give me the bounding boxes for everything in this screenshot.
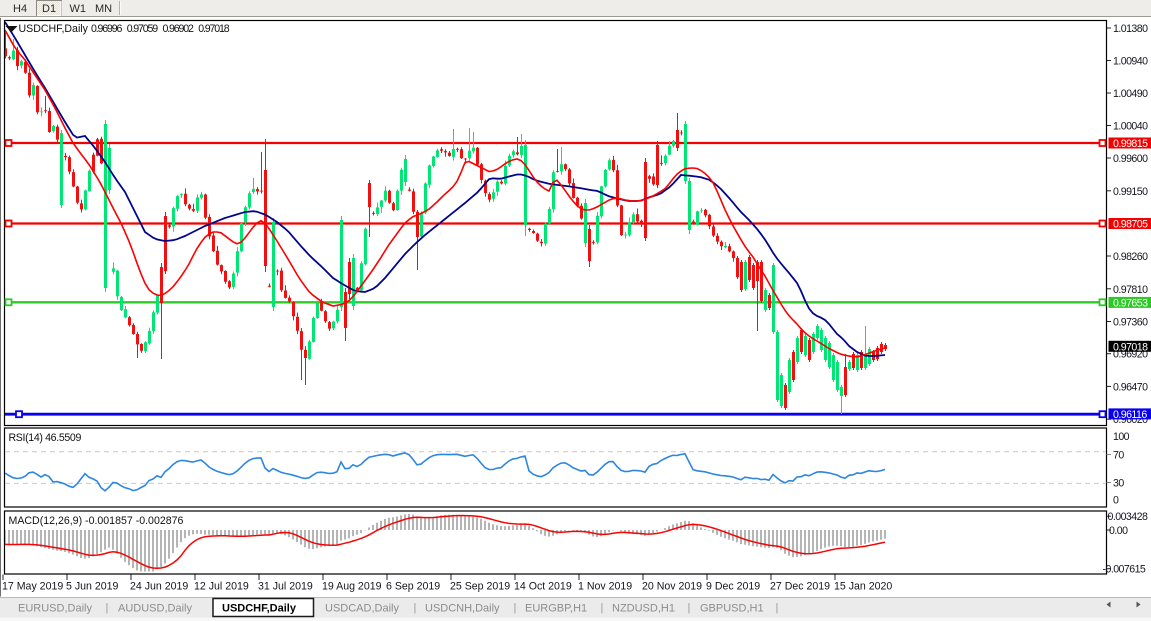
svg-text:31 Jul 2019: 31 Jul 2019 xyxy=(258,581,313,593)
svg-text:24 Jun 2019: 24 Jun 2019 xyxy=(130,581,188,593)
svg-text:|: | xyxy=(514,602,517,614)
svg-text:0.96996 0.97059 0.96902 0.9701: 0.96996 0.97059 0.96902 0.97018 xyxy=(91,23,230,35)
svg-text:USDCHF,Daily: USDCHF,Daily xyxy=(19,23,89,35)
svg-text:|: | xyxy=(414,602,417,614)
svg-text:14 Oct 2019: 14 Oct 2019 xyxy=(514,581,572,593)
svg-text:W1: W1 xyxy=(70,3,87,15)
svg-text:20 Nov 2019: 20 Nov 2019 xyxy=(642,581,702,593)
svg-text:0.97810: 0.97810 xyxy=(1113,284,1148,296)
svg-text:0.97360: 0.97360 xyxy=(1113,317,1148,329)
svg-text:USDCAD,Daily: USDCAD,Daily xyxy=(325,603,399,615)
svg-text:0.98260: 0.98260 xyxy=(1113,251,1148,263)
svg-text:17 May 2019: 17 May 2019 xyxy=(2,581,63,593)
svg-text:1.00940: 1.00940 xyxy=(1113,56,1148,68)
svg-text:100: 100 xyxy=(1113,431,1130,443)
svg-text:0.97018: 0.97018 xyxy=(1113,341,1148,353)
svg-text:0.97653: 0.97653 xyxy=(1113,297,1148,309)
svg-text:RSI(14) 46.5509: RSI(14) 46.5509 xyxy=(9,432,82,444)
svg-text:0.96116: 0.96116 xyxy=(1113,409,1147,421)
svg-text:MACD(12,26,9) -0.001857 -0.002: MACD(12,26,9) -0.001857 -0.002876 xyxy=(9,515,184,527)
svg-text:1.01380: 1.01380 xyxy=(1113,23,1148,35)
svg-text:NZDUSD,H1: NZDUSD,H1 xyxy=(612,603,675,615)
svg-text:19 Aug 2019: 19 Aug 2019 xyxy=(322,581,382,593)
svg-text:12 Jul 2019: 12 Jul 2019 xyxy=(194,581,249,593)
svg-text:0.99815: 0.99815 xyxy=(1113,138,1148,150)
svg-text:USDCHF,Daily: USDCHF,Daily xyxy=(222,603,297,615)
svg-text:0: 0 xyxy=(1113,495,1119,507)
svg-text:0.96470: 0.96470 xyxy=(1113,381,1148,393)
svg-text:|: | xyxy=(106,602,109,614)
svg-text:0.00: 0.00 xyxy=(1109,525,1128,537)
svg-text:1.00490: 1.00490 xyxy=(1113,88,1148,100)
svg-text:1 Nov 2019: 1 Nov 2019 xyxy=(578,581,632,593)
svg-text:25 Sep 2019: 25 Sep 2019 xyxy=(450,581,510,593)
svg-text:AUDUSD,Daily: AUDUSD,Daily xyxy=(118,603,192,615)
svg-text:H4: H4 xyxy=(13,3,27,15)
svg-text:MN: MN xyxy=(95,3,112,15)
svg-text:0.98705: 0.98705 xyxy=(1113,219,1148,231)
svg-text:5 Jun 2019: 5 Jun 2019 xyxy=(66,581,119,593)
svg-text:GBPUSD,H1: GBPUSD,H1 xyxy=(700,603,764,615)
svg-text:27 Dec 2019: 27 Dec 2019 xyxy=(770,581,830,593)
svg-text:0.99600: 0.99600 xyxy=(1113,153,1148,165)
svg-text:D1: D1 xyxy=(42,3,56,15)
svg-text:|: | xyxy=(601,602,604,614)
svg-text:9 Dec 2019: 9 Dec 2019 xyxy=(706,581,760,593)
svg-text:|: | xyxy=(776,602,779,614)
svg-text:EURUSD,Daily: EURUSD,Daily xyxy=(18,603,92,615)
svg-text:EURGBP,H1: EURGBP,H1 xyxy=(525,603,587,615)
svg-text:-0.007615: -0.007615 xyxy=(1103,564,1146,576)
svg-text:70: 70 xyxy=(1113,450,1124,462)
svg-text:0.003428: 0.003428 xyxy=(1108,511,1148,523)
svg-text:6 Sep 2019: 6 Sep 2019 xyxy=(386,581,440,593)
svg-text:0.99150: 0.99150 xyxy=(1113,186,1148,198)
svg-text:|: | xyxy=(688,602,691,614)
svg-text:USDCNH,Daily: USDCNH,Daily xyxy=(425,603,500,615)
svg-text:30: 30 xyxy=(1113,478,1124,490)
svg-text:1.00040: 1.00040 xyxy=(1113,121,1148,133)
svg-text:15 Jan 2020: 15 Jan 2020 xyxy=(834,581,892,593)
